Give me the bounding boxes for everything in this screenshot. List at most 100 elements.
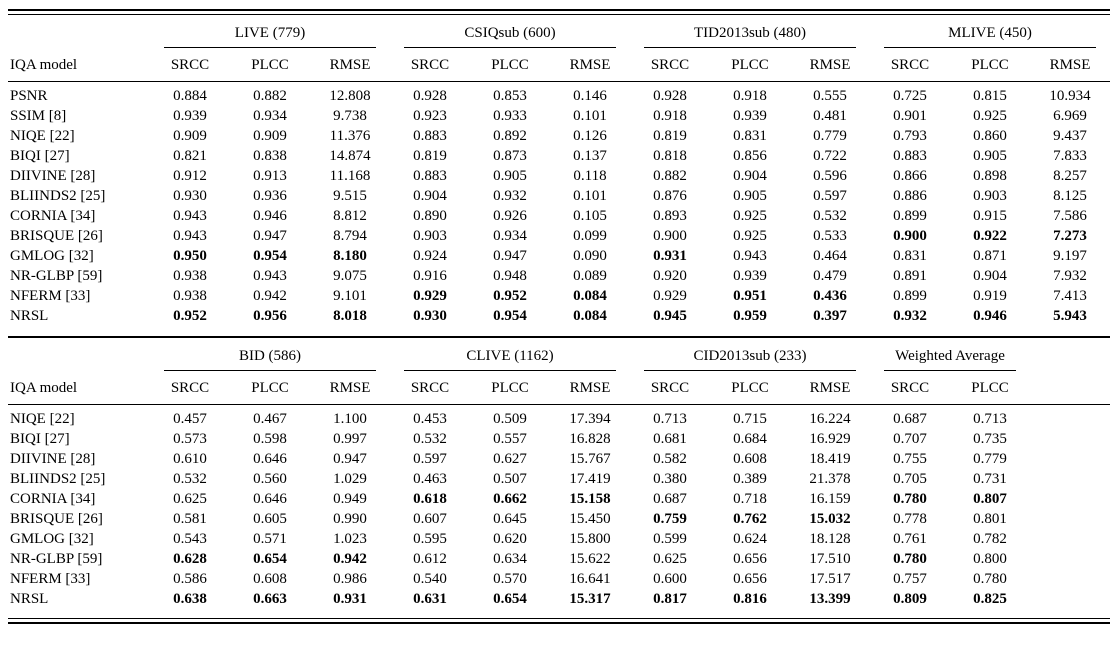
value-cell: 0.608 <box>733 451 767 467</box>
value-cell: 0.946 <box>973 308 1007 324</box>
value-cell: 0.929 <box>653 288 687 304</box>
value-cell: 0.831 <box>733 128 767 144</box>
group-label: Weighted Average <box>884 338 1016 371</box>
group-header-row: BID (586) CLIVE (1162) CID2013sub (233) Wei… <box>8 338 1110 371</box>
model-name-cell: CORNIA [34] <box>10 208 96 224</box>
value-cell: 0.925 <box>733 208 767 224</box>
value-cell: 0.904 <box>733 168 767 184</box>
value-cell: 0.898 <box>973 168 1007 184</box>
value-cell: 0.948 <box>493 268 527 284</box>
value-cell: 0.457 <box>173 411 207 427</box>
value-cell: 0.801 <box>973 511 1007 527</box>
table-row: CORNIA [34] 0.943 0.946 8.812 0.890 0.926 0.10… <box>8 206 1110 226</box>
model-name-cell: BLIINDS2 [25] <box>10 188 106 204</box>
empty-cell <box>1030 529 1110 549</box>
value-cell: 0.725 <box>893 88 927 104</box>
value-cell: 0.654 <box>493 591 527 607</box>
table-row: GMLOG [32] 0.950 0.954 8.180 0.924 0.947 0.090… <box>8 246 1110 266</box>
value-cell: 0.901 <box>893 108 927 124</box>
group-pad-cell <box>1030 338 1110 371</box>
value-cell: 7.273 <box>1053 228 1087 244</box>
table-row: DIIVINE [28] 0.912 0.913 11.168 0.883 0.905 0.… <box>8 166 1110 186</box>
value-cell: 0.481 <box>813 108 847 124</box>
value-cell: 0.920 <box>653 268 687 284</box>
model-name-cell: NFERM [33] <box>10 288 91 304</box>
value-cell: 8.794 <box>333 228 367 244</box>
value-cell: 0.759 <box>653 511 687 527</box>
model-name-cell: CORNIA [34] <box>10 491 96 507</box>
empty-cell <box>1030 429 1110 449</box>
group-header: CID2013sub (233) <box>630 338 870 371</box>
value-cell: 0.931 <box>653 248 687 264</box>
value-cell: 0.919 <box>973 288 1007 304</box>
value-cell: 0.436 <box>813 288 847 304</box>
value-cell: 0.990 <box>333 511 367 527</box>
value-cell: 0.713 <box>653 411 687 427</box>
value-cell: 5.943 <box>1053 308 1087 324</box>
value-cell: 0.956 <box>253 308 287 324</box>
model-column-header: IQA model <box>8 371 150 405</box>
table-row: NIQE [22] 0.457 0.467 1.100 0.453 0.509 17.394… <box>8 405 1110 430</box>
value-cell: 16.641 <box>569 571 611 587</box>
value-cell: 0.645 <box>493 511 527 527</box>
value-cell: 0.947 <box>493 248 527 264</box>
value-cell: 0.954 <box>253 248 287 264</box>
metric-column-header: RMSE <box>550 48 630 82</box>
model-column-header: IQA model <box>8 48 150 82</box>
value-cell: 0.934 <box>253 108 287 124</box>
value-cell: 0.782 <box>973 531 1007 547</box>
value-cell: 0.582 <box>653 451 687 467</box>
value-cell: 0.892 <box>493 128 527 144</box>
value-cell: 0.656 <box>733 551 767 567</box>
value-cell: 0.713 <box>973 411 1007 427</box>
model-name-cell: NFERM [33] <box>10 571 91 587</box>
value-cell: 0.905 <box>973 148 1007 164</box>
model-name-cell: NRSL <box>10 591 49 607</box>
table-row: NR-GLBP [59] 0.938 0.943 9.075 0.916 0.948 0.0… <box>8 266 1110 286</box>
value-cell: 8.812 <box>333 208 367 224</box>
value-cell: 0.925 <box>733 228 767 244</box>
group-header: MLIVE (450) <box>870 15 1110 48</box>
value-cell: 15.800 <box>569 531 611 547</box>
table-row: GMLOG [32] 0.543 0.571 1.023 0.595 0.620 15.80… <box>8 529 1110 549</box>
value-cell: 0.126 <box>573 128 607 144</box>
value-cell: 0.532 <box>173 471 207 487</box>
value-cell: 0.389 <box>733 471 767 487</box>
value-cell: 0.779 <box>813 128 847 144</box>
value-cell: 0.923 <box>413 108 447 124</box>
section-divider-rule <box>8 336 1110 338</box>
value-cell: 0.860 <box>973 128 1007 144</box>
group-header: CSIQsub (600) <box>390 15 630 48</box>
empty-cell <box>1030 509 1110 529</box>
value-cell: 0.620 <box>493 531 527 547</box>
empty-cell <box>1030 489 1110 509</box>
value-cell: 0.931 <box>333 591 367 607</box>
value-cell: 0.825 <box>973 591 1007 607</box>
metric-column-header: PLCC <box>710 48 790 82</box>
value-cell: 0.595 <box>413 531 447 547</box>
value-cell: 0.380 <box>653 471 687 487</box>
value-cell: 15.032 <box>809 511 851 527</box>
value-cell: 9.075 <box>333 268 367 284</box>
value-cell: 0.909 <box>173 128 207 144</box>
value-cell: 0.938 <box>173 268 207 284</box>
group-header: CLIVE (1162) <box>390 338 630 371</box>
value-cell: 0.532 <box>813 208 847 224</box>
value-cell: 1.023 <box>333 531 367 547</box>
metric-column-header: SRCC <box>630 48 710 82</box>
table-row: BLIINDS2 [25] 0.930 0.936 9.515 0.904 0.932 0.… <box>8 186 1110 206</box>
value-cell: 0.625 <box>173 491 207 507</box>
value-cell: 0.605 <box>253 511 287 527</box>
value-cell: 0.638 <box>173 591 207 607</box>
value-cell: 0.084 <box>573 288 607 304</box>
value-cell: 0.856 <box>733 148 767 164</box>
table-row: BLIINDS2 [25] 0.532 0.560 1.029 0.463 0.507 17… <box>8 469 1110 489</box>
value-cell: 0.900 <box>653 228 687 244</box>
value-cell: 0.612 <box>413 551 447 567</box>
group-label: CLIVE (1162) <box>404 338 616 371</box>
value-cell: 0.089 <box>573 268 607 284</box>
model-name-cell: GMLOG [32] <box>10 531 94 547</box>
value-cell: 0.581 <box>173 511 207 527</box>
value-cell: 0.915 <box>973 208 1007 224</box>
value-cell: 0.731 <box>973 471 1007 487</box>
